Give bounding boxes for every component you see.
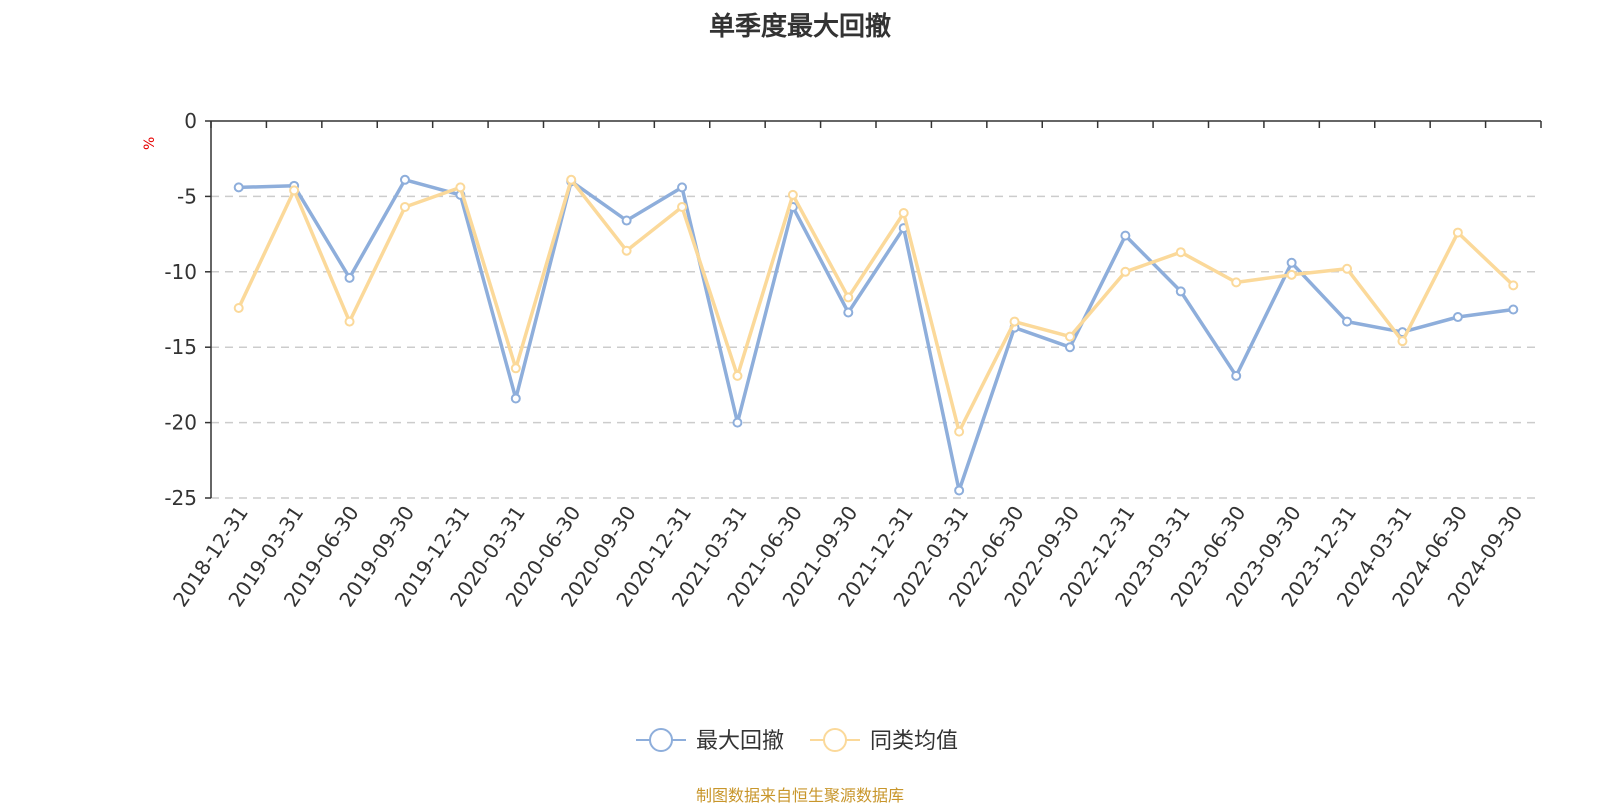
data-point-0 xyxy=(1120,230,1131,241)
data-point-1 xyxy=(344,316,355,327)
data-point-0 xyxy=(1342,316,1353,327)
gridlines xyxy=(211,195,1541,499)
data-point-0 xyxy=(510,393,521,404)
data-source-credit: 制图数据来自恒生聚源数据库 xyxy=(695,786,904,805)
data-point-0 xyxy=(1452,312,1463,323)
data-point-1 xyxy=(289,185,300,196)
legend-marker-1 xyxy=(823,728,847,752)
y-tick-label: -15 xyxy=(164,335,197,359)
legend-label-0: 最大回撤 xyxy=(696,729,784,754)
y-tick-label: -10 xyxy=(164,260,197,284)
data-point-1 xyxy=(843,292,854,303)
data-point-0 xyxy=(1508,304,1519,315)
data-point-0 xyxy=(1175,286,1186,297)
data-point-1 xyxy=(1452,227,1463,238)
data-point-1 xyxy=(1397,336,1408,347)
data-point-0 xyxy=(677,182,688,193)
data-point-1 xyxy=(455,182,466,193)
data-point-1 xyxy=(1064,331,1075,342)
data-point-1 xyxy=(1009,316,1020,327)
data-point-1 xyxy=(1175,247,1186,258)
data-point-1 xyxy=(954,426,965,437)
y-tick-label: -5 xyxy=(177,184,197,208)
legend-label-1: 同类均值 xyxy=(870,729,958,754)
data-point-1 xyxy=(677,201,688,212)
data-point-0 xyxy=(1064,342,1075,353)
data-point-0 xyxy=(621,215,632,226)
data-point-1 xyxy=(510,363,521,374)
y-tick-label: -20 xyxy=(164,411,197,435)
data-point-1 xyxy=(1120,266,1131,277)
axes: 0-5-10-15-20-252018-12-312019-03-312019-… xyxy=(164,109,1542,611)
data-point-1 xyxy=(1286,269,1297,280)
data-point-0 xyxy=(1231,370,1242,381)
data-point-1 xyxy=(1231,277,1242,288)
data-point-1 xyxy=(399,201,410,212)
data-point-0 xyxy=(1286,257,1297,268)
data-point-1 xyxy=(621,245,632,256)
data-point-0 xyxy=(399,174,410,185)
series-line-1 xyxy=(237,178,1515,434)
data-point-1 xyxy=(787,189,798,200)
data-point-1 xyxy=(732,370,743,381)
data-point-1 xyxy=(566,174,577,185)
series-lines xyxy=(233,174,1519,496)
y-tick-label: 0 xyxy=(184,109,197,133)
data-point-0 xyxy=(843,307,854,318)
chart-title: 单季度最大回撤 xyxy=(708,12,891,42)
series-line-0 xyxy=(238,178,1514,493)
data-point-1 xyxy=(233,302,244,313)
data-point-0 xyxy=(344,272,355,283)
data-point-1 xyxy=(1342,263,1353,274)
data-point-1 xyxy=(898,207,909,218)
y-tick-label: -25 xyxy=(164,486,197,510)
data-point-0 xyxy=(732,417,743,428)
data-point-1 xyxy=(1508,280,1519,291)
legend-marker-0 xyxy=(649,728,673,752)
data-point-0 xyxy=(954,485,965,496)
data-point-0 xyxy=(233,182,244,193)
legend: 最大回撤 同类均值 xyxy=(636,728,958,754)
